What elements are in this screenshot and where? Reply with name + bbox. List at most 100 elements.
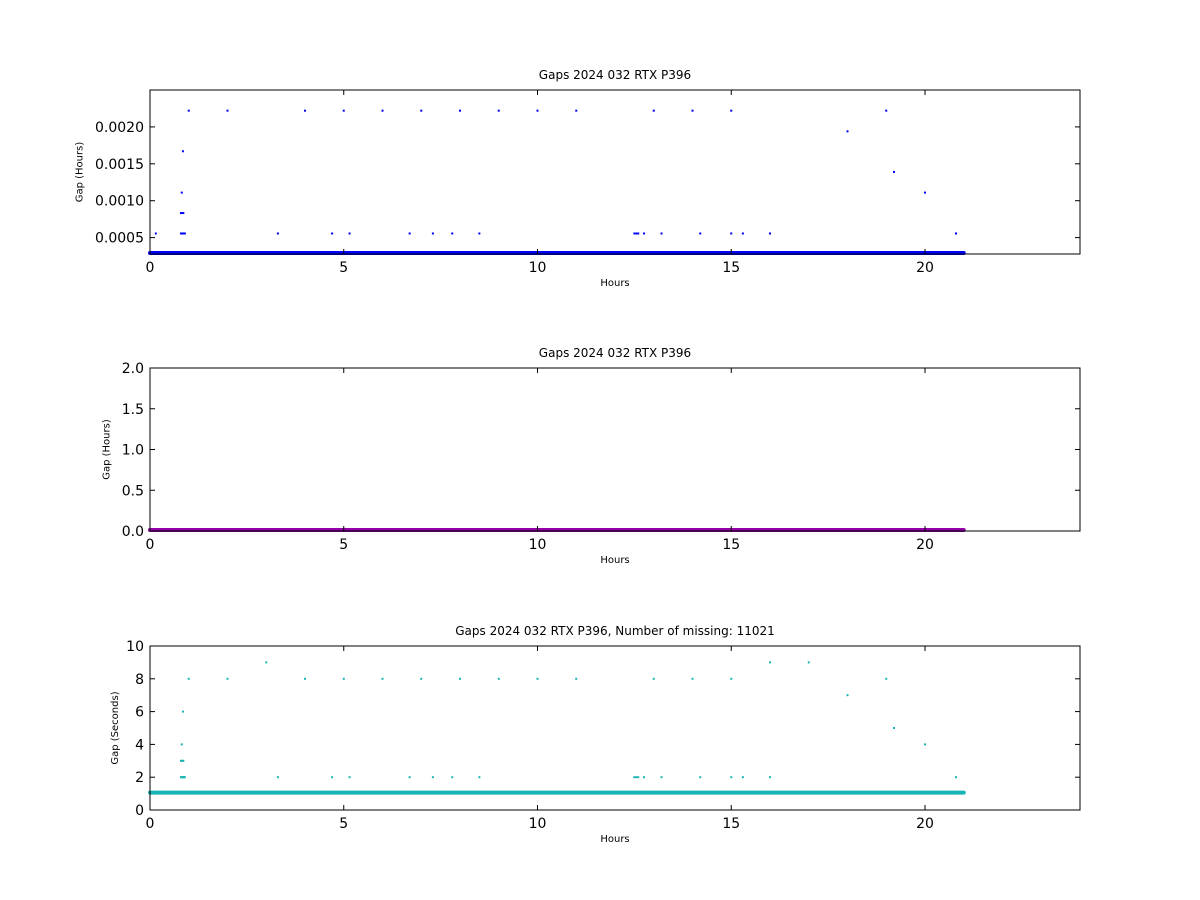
data-point — [348, 232, 351, 235]
data-point — [331, 232, 334, 235]
data-point — [180, 743, 183, 746]
x-tick-label: 15 — [722, 260, 740, 276]
data-point — [348, 776, 351, 779]
x-tick-label: 10 — [529, 537, 547, 553]
data-point — [807, 661, 810, 664]
data-point — [478, 776, 481, 779]
data-point — [846, 130, 849, 133]
x-tick-label: 10 — [529, 260, 547, 276]
plot-frame — [149, 367, 1081, 532]
y-tick-label: 10 — [126, 639, 144, 655]
data-point — [691, 677, 694, 680]
data-point — [699, 232, 702, 235]
data-point — [304, 109, 306, 112]
data-point — [183, 232, 186, 235]
y-tick-label: 0.0005 — [95, 231, 144, 247]
data-point — [575, 677, 578, 680]
data-point — [331, 776, 334, 779]
data-point — [635, 776, 638, 779]
y-tick-label: 0.0015 — [95, 157, 144, 173]
data-point — [730, 677, 733, 680]
x-tick-label: 15 — [722, 816, 740, 832]
data-point — [276, 232, 279, 235]
x-tick-label: 0 — [146, 816, 155, 832]
data-point — [637, 232, 640, 235]
chart-panel-3: 0 5 10 15 20 0 2 4 6 8 10 Gaps 2024 032 RTX P396, N… — [110, 624, 1081, 845]
plot-frame — [149, 645, 1081, 811]
data-point — [924, 743, 926, 746]
data-point — [154, 232, 157, 235]
data-point — [342, 109, 345, 112]
data-point — [575, 109, 578, 112]
data-point — [181, 150, 184, 153]
data-point — [431, 232, 434, 235]
x-tick-label: 15 — [722, 537, 740, 553]
data-point — [180, 212, 182, 215]
data-point — [924, 191, 926, 194]
data-point — [730, 776, 733, 779]
x-tick-label: 20 — [916, 260, 934, 276]
data-point — [187, 677, 190, 680]
data-point — [497, 109, 500, 112]
data-point — [885, 677, 888, 680]
data-point — [885, 109, 888, 112]
data-point — [182, 759, 185, 762]
data-point — [652, 109, 655, 112]
x-tick-label: 5 — [339, 260, 348, 276]
y-tick-label: 8 — [135, 672, 144, 688]
data-point — [226, 109, 229, 112]
data-point — [420, 677, 423, 680]
data-point — [408, 232, 411, 235]
x-tick-label: 0 — [146, 537, 155, 553]
y-tick-label: 6 — [135, 705, 144, 721]
data-point — [187, 109, 190, 112]
data-point — [342, 677, 345, 680]
data-point — [955, 232, 957, 235]
data-point — [635, 232, 638, 235]
data-point — [660, 232, 663, 235]
data-point — [769, 776, 771, 779]
y-tick-label: 1.5 — [122, 402, 144, 418]
chart-panel-2: 0 5 10 15 20 0.0 0.5 1.0 1.5 2.0 Gaps 2024 032 RTX… — [101, 346, 1081, 566]
data-point — [660, 776, 663, 779]
data-point — [955, 776, 957, 779]
x-axis-label: Hours — [600, 555, 629, 566]
y-axis-label: Gap (Hours) — [75, 142, 86, 203]
data-point — [637, 776, 640, 779]
data-point — [893, 170, 895, 173]
chart-panel-1: 0 5 10 15 20 0.0005 0.0010 0.0015 0.0020 Gaps 202… — [75, 68, 1081, 289]
x-axis-label: Hours — [600, 278, 629, 289]
y-tick-label: 0.0020 — [95, 120, 144, 136]
x-tick-label: 0 — [146, 260, 155, 276]
data-point — [276, 776, 279, 779]
data-point — [741, 776, 744, 779]
data-point — [420, 109, 423, 112]
data-point — [381, 677, 384, 680]
data-point — [769, 232, 771, 235]
data-point — [183, 776, 186, 779]
data-point — [699, 776, 702, 779]
x-tick-label: 20 — [916, 537, 934, 553]
data-point — [893, 727, 895, 729]
data-point — [181, 212, 184, 215]
chart-title: Gaps 2024 032 RTX P396, Number of missin… — [455, 624, 775, 638]
y-axis-label: Gap (Seconds) — [110, 691, 121, 764]
data-point — [451, 232, 454, 235]
x-tick-label: 10 — [529, 816, 547, 832]
data-point — [730, 109, 733, 112]
y-tick-label: 2 — [135, 770, 144, 786]
data-point — [180, 191, 183, 194]
y-tick-label: 0 — [135, 803, 144, 819]
y-tick-label: 0.0010 — [95, 194, 144, 210]
data-point — [691, 109, 694, 112]
data-point — [408, 776, 411, 779]
data-point — [304, 677, 306, 680]
data-point — [451, 776, 454, 779]
data-point — [643, 776, 646, 779]
y-tick-label: 4 — [135, 737, 144, 753]
data-point — [769, 661, 771, 664]
data-point — [536, 677, 539, 680]
y-tick-label: 0.0 — [122, 524, 144, 540]
data-point — [478, 232, 481, 235]
